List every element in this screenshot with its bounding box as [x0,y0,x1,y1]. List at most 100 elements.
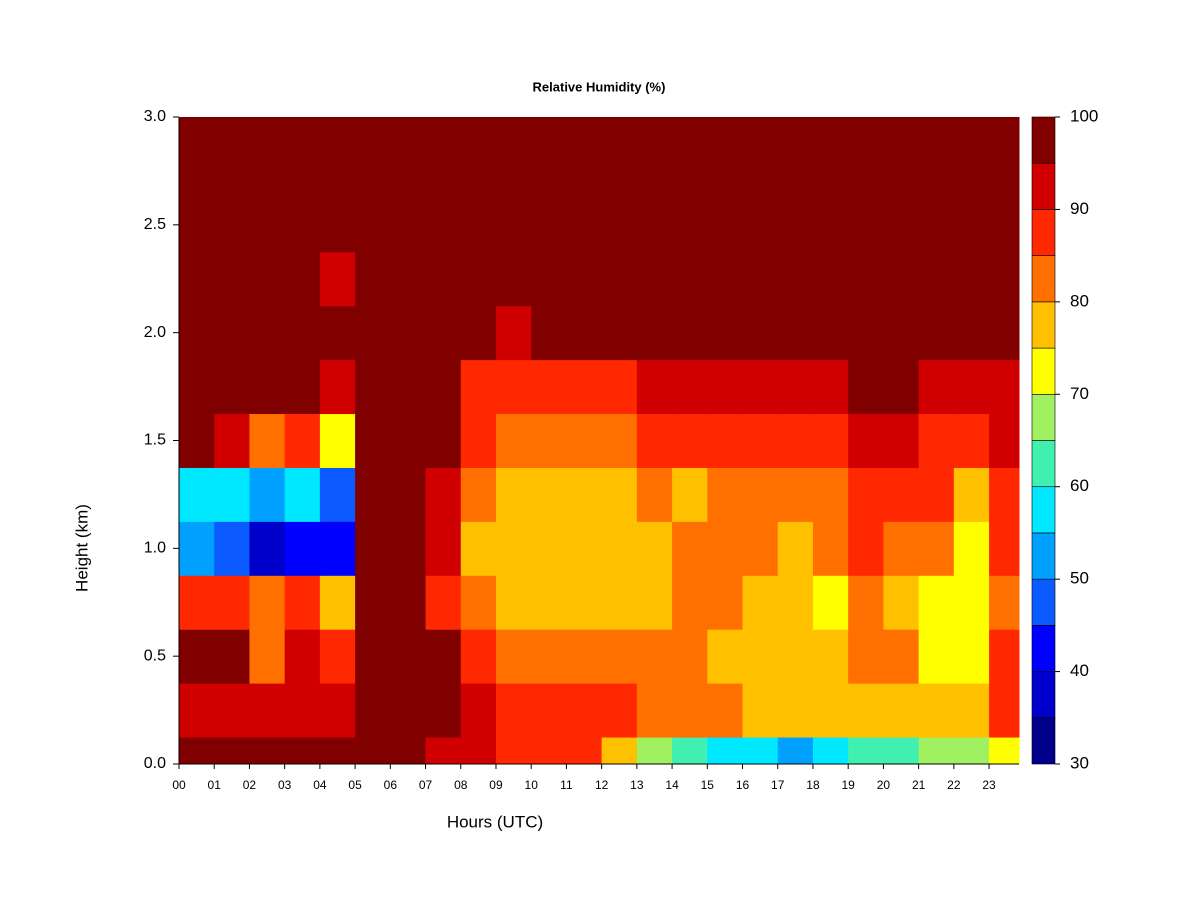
cell [249,359,286,415]
cell [284,251,321,307]
cell [989,629,1020,684]
colorbar-tick-label: 70 [1070,384,1089,403]
cell [918,117,955,145]
cell [918,575,955,630]
y-axis-label: Height (km) [72,504,91,592]
cell [601,683,638,738]
cell [918,521,955,576]
cell [883,737,920,765]
cell [319,521,356,576]
cell [249,521,286,576]
cell [390,467,427,522]
cell [883,197,920,253]
cell [319,305,356,361]
cell [355,251,391,307]
cell [566,143,603,199]
cell [636,117,673,145]
cell [777,683,814,738]
cell [249,197,286,253]
colorbar-tick-label: 90 [1070,199,1089,218]
cell [989,575,1020,630]
cell [355,467,391,522]
cell [883,467,920,522]
cell [425,197,462,253]
cell [989,197,1020,253]
cell [249,683,286,738]
cell [953,251,990,307]
cell [953,305,990,361]
cell [566,197,603,253]
cell [284,413,321,468]
cell [636,683,673,738]
cell [742,305,779,361]
axes: 0.0 0.5 1.0 1.5 2.0 2.5 3.0 00 01 02 03 04 05 06 07 08 0… [144,106,1099,792]
cell [812,521,849,576]
cell [214,521,250,576]
cell [953,117,990,145]
cell [425,359,462,415]
cell [531,117,567,145]
cell [848,197,884,253]
cell [319,197,356,253]
cell [179,629,215,684]
cell [918,467,955,522]
cell [531,521,567,576]
cell [777,305,814,361]
cell [777,359,814,415]
cell [284,467,321,522]
colorbar-box [1031,301,1056,349]
y-tick-label: 1.5 [144,432,166,449]
cell [495,575,532,630]
chart-title: Relative Humidity (%) [533,79,666,94]
cell [953,683,990,738]
cell [319,629,356,684]
x-tick-label: 09 [489,778,503,792]
cell [883,305,920,361]
cell [460,467,497,522]
cell [918,143,955,199]
cell [319,467,356,522]
cell [566,117,603,145]
cell [390,629,427,684]
cell [495,143,532,199]
cell [249,413,286,468]
cell [319,143,356,199]
cell [355,575,391,630]
cell [848,467,884,522]
cell [707,359,744,415]
cell [953,467,990,522]
cell [249,143,286,199]
cell [672,683,708,738]
x-tick-label: 12 [595,778,609,792]
cell [989,521,1020,576]
cell [319,359,356,415]
cell [636,521,673,576]
cell [742,683,779,738]
cell [319,683,356,738]
cell [636,575,673,630]
cell [848,521,884,576]
cell [989,467,1020,522]
y-tick-label: 0.0 [144,755,166,772]
cell [495,629,532,684]
cell [601,117,638,145]
y-tick-label: 3.0 [144,108,166,125]
cell [390,683,427,738]
contour-field [179,117,1020,765]
cell [812,359,849,415]
cell [284,143,321,199]
cell [284,683,321,738]
cell [812,197,849,253]
cell [425,737,462,765]
cell [425,575,462,630]
cell [812,575,849,630]
cell [636,629,673,684]
cell [390,251,427,307]
cell [284,197,321,253]
cell [918,629,955,684]
cell [355,143,391,199]
cell [636,413,673,468]
cell [214,467,250,522]
cell [249,251,286,307]
cell [531,305,567,361]
